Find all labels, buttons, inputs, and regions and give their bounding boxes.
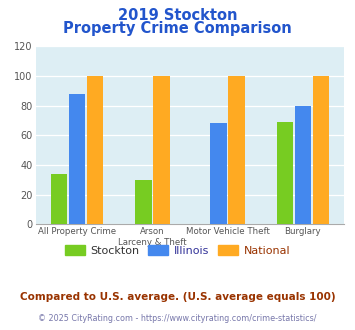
Text: © 2025 CityRating.com - https://www.cityrating.com/crime-statistics/: © 2025 CityRating.com - https://www.city…	[38, 314, 317, 323]
Bar	[313, 76, 329, 224]
Bar	[50, 174, 67, 224]
Bar	[210, 123, 227, 224]
Bar	[228, 76, 245, 224]
Bar	[295, 106, 311, 224]
Legend: Stockton, Illinois, National: Stockton, Illinois, National	[60, 241, 295, 260]
Bar	[277, 122, 293, 224]
Bar	[87, 76, 103, 224]
Bar	[153, 76, 170, 224]
Text: 2019 Stockton: 2019 Stockton	[118, 8, 237, 23]
Bar	[69, 94, 85, 224]
Text: Property Crime Comparison: Property Crime Comparison	[63, 21, 292, 36]
Bar	[135, 180, 152, 224]
Text: Compared to U.S. average. (U.S. average equals 100): Compared to U.S. average. (U.S. average …	[20, 292, 335, 302]
